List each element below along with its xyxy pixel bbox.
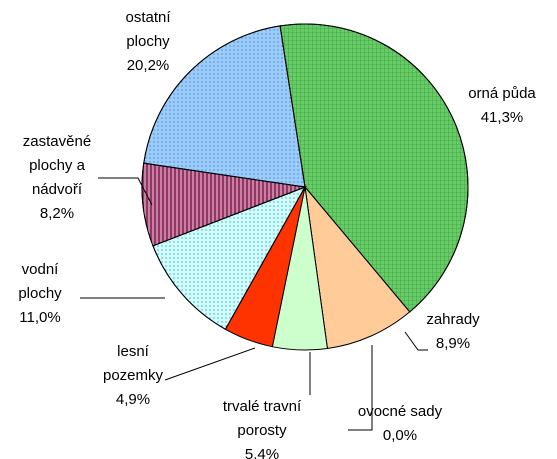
- leader-line: [164, 347, 256, 381]
- leader-line: [404, 331, 428, 351]
- slice-label: trvalé travní porosty 5,4%: [207, 395, 317, 459]
- value-label: 5,4%: [244, 446, 280, 459]
- slice: [304, 185, 411, 350]
- value-label: 11,0%: [19, 309, 61, 326]
- value-label: 4,9%: [115, 391, 151, 408]
- slice-label: zahrady 8,9%: [413, 308, 493, 356]
- slice-label: lesní pozemky 4,9%: [93, 340, 173, 412]
- category-label: ovocné sady: [357, 403, 443, 420]
- slice-label: zastavěné plochy a nádvoří 8,2%: [12, 130, 102, 226]
- category-label: zahrady: [426, 311, 480, 328]
- category-label: lesní pozemky: [102, 343, 164, 384]
- leader-lines: [80, 177, 428, 431]
- category-label: trvalé travní porosty: [222, 398, 302, 439]
- slice-label: ovocné sady 0,0%: [350, 400, 450, 448]
- slice-label: ostatní plochy 20,2%: [108, 6, 188, 78]
- slice-pattern: [279, 23, 469, 313]
- slice-pattern: [152, 186, 307, 330]
- value-label: 8,9%: [435, 335, 471, 352]
- category-label: vodní plochy: [18, 261, 62, 302]
- value-label: 41,3%: [480, 109, 524, 126]
- slice-label: vodní plochy 11,0%: [5, 258, 75, 330]
- value-label: 20,2%: [126, 57, 170, 74]
- value-label: 0,0%: [382, 427, 418, 444]
- leader-line: [98, 177, 153, 206]
- slice-label: orná půda 41,3%: [457, 82, 547, 130]
- category-label: ostatní plochy: [125, 9, 171, 50]
- category-label: zastavěné plochy a nádvoří: [22, 133, 92, 198]
- leader-line: [348, 345, 373, 431]
- category-label: orná půda: [468, 85, 536, 102]
- slice-pattern: [143, 25, 306, 188]
- value-label: 8,2%: [39, 205, 75, 222]
